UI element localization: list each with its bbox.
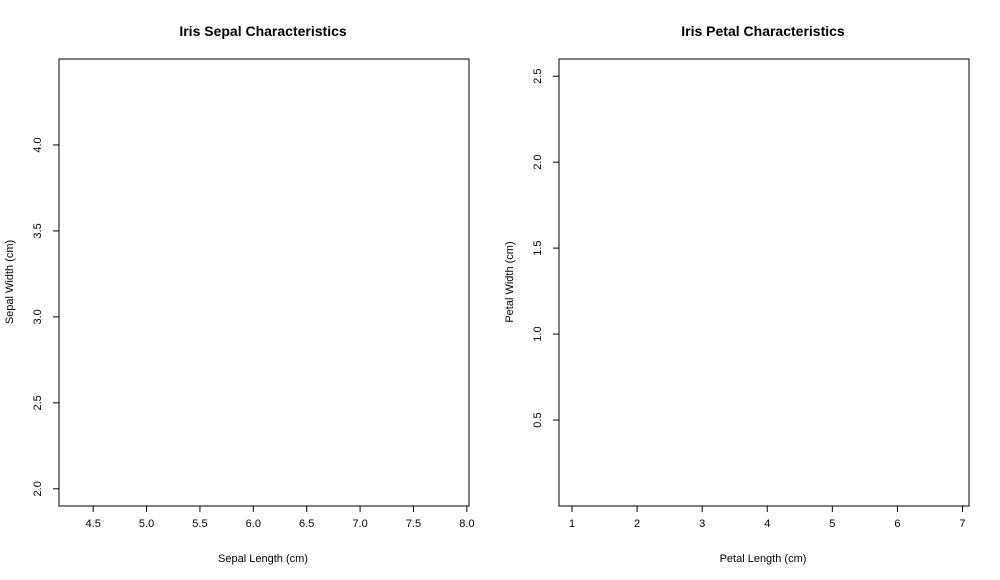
sepal-chart-panel: Iris Sepal Characteristics 4.5 5.0 5.5 6.0 6… xyxy=(4,23,475,565)
y-tick-label: 3.5 xyxy=(32,223,44,238)
x-tick-label: 3 xyxy=(699,518,705,530)
petal-chart-panel: Iris Petal Characteristics 1 2 3 4 5 6 7 0.5 1.… xyxy=(504,23,970,565)
plot-frame xyxy=(558,58,970,507)
plot-frame xyxy=(58,58,470,507)
y-tick-label: 2.0 xyxy=(532,155,544,170)
x-tick-label: 7.0 xyxy=(352,518,367,530)
x-tick-label: 1 xyxy=(569,518,575,530)
y-tick-label: 2.5 xyxy=(532,69,544,84)
x-tick-label: 7 xyxy=(959,518,965,530)
y-tick-label: 4.0 xyxy=(32,137,44,152)
y-tick-label: 1.5 xyxy=(532,240,544,255)
x-tick-label: 5.5 xyxy=(192,518,207,530)
x-tick-label: 5 xyxy=(829,518,835,530)
x-tick-label: 6 xyxy=(894,518,900,530)
x-tick-label: 6.5 xyxy=(299,518,314,530)
x-axis: 1 2 3 4 5 6 7 xyxy=(569,506,966,530)
y-axis: 2.0 2.5 3.0 3.5 4.0 xyxy=(32,137,59,496)
x-tick-label: 7.5 xyxy=(406,518,421,530)
x-axis: 4.5 5.0 5.5 6.0 6.5 7.0 7.5 8.0 xyxy=(86,506,475,530)
y-tick-label: 2.5 xyxy=(32,395,44,410)
x-tick-label: 5.0 xyxy=(139,518,154,530)
x-axis-label: Petal Length (cm) xyxy=(720,553,807,565)
x-tick-label: 4 xyxy=(764,518,770,530)
y-axis-label: Sepal Width (cm) xyxy=(4,240,16,324)
x-tick-label: 4.5 xyxy=(86,518,101,530)
y-axis-label: Petal Width (cm) xyxy=(504,241,516,322)
chart-title: Iris Petal Characteristics xyxy=(681,23,845,39)
chart-title: Iris Sepal Characteristics xyxy=(179,23,347,39)
x-tick-label: 6.0 xyxy=(246,518,261,530)
y-tick-label: 2.0 xyxy=(32,481,44,496)
y-tick-label: 0.5 xyxy=(532,412,544,427)
y-tick-label: 1.0 xyxy=(532,326,544,341)
x-tick-label: 2 xyxy=(634,518,640,530)
y-tick-label: 3.0 xyxy=(32,309,44,324)
x-axis-label: Sepal Length (cm) xyxy=(218,553,308,565)
x-tick-label: 8.0 xyxy=(459,518,474,530)
y-axis: 0.5 1.0 1.5 2.0 2.5 xyxy=(532,69,559,428)
